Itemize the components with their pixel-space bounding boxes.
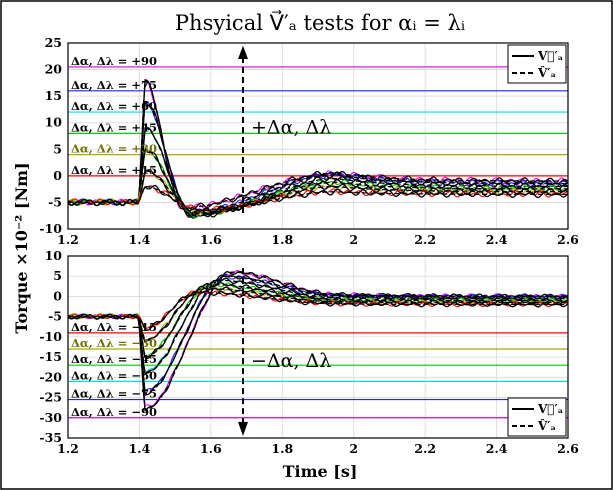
x-tick-label: 1.2	[57, 441, 79, 456]
reference-level-label: Δα, Δλ = −45	[71, 352, 157, 366]
series-line-estimated	[68, 148, 568, 217]
reference-level-label: Δα, Δλ = +30	[71, 142, 157, 156]
y-axis-label: Torque ×10⁻² [Nm]	[12, 162, 31, 333]
y-tick-label: -35	[39, 430, 62, 445]
x-tick-label: 2.4	[486, 232, 508, 247]
series-line-measured	[68, 270, 568, 412]
x-tick-label: 1.2	[57, 232, 79, 247]
reference-level-label: Δα, Δλ = +60	[71, 99, 157, 113]
y-tick-label: 5	[53, 268, 62, 283]
reference-level-label: Δα, Δλ = +90	[71, 54, 157, 68]
direction-arrowhead	[238, 45, 248, 59]
reference-level-label: Δα, Δλ = +45	[71, 120, 157, 134]
legend-entry: V⃗′ₐ	[537, 49, 563, 63]
y-tick-label: 25	[45, 35, 62, 50]
legend-entry: V̂′ₐ	[537, 65, 556, 80]
series-line-estimated	[68, 287, 568, 342]
y-tick-label: 0	[53, 168, 62, 183]
y-tick-label: 0	[53, 288, 62, 303]
x-tick-label: 2	[349, 441, 358, 456]
x-tick-label: 1.8	[271, 441, 293, 456]
legend-entry: V̂′ₐ	[537, 418, 556, 433]
y-tick-label: 10	[45, 248, 63, 263]
reference-level-label: Δα, Δλ = −90	[71, 405, 157, 419]
plot-area	[68, 43, 568, 229]
y-tick-label: -30	[39, 410, 62, 425]
y-tick-label: -5	[48, 309, 62, 324]
x-tick-label: 2.2	[414, 232, 436, 247]
chart-title: Phsyical V⃗′ₐ tests for αᵢ = λᵢ	[175, 10, 465, 35]
reference-level-label: Δα, Δλ = −15	[71, 320, 157, 334]
reference-level-label: Δα, Δλ = +75	[71, 78, 157, 92]
y-tick-label: 20	[45, 62, 63, 77]
y-tick-label: 10	[45, 115, 63, 130]
x-tick-label: 2.6	[557, 441, 579, 456]
x-tick-label: 2.6	[557, 232, 579, 247]
x-tick-label: 1.6	[200, 441, 222, 456]
legend-box	[507, 397, 567, 437]
direction-arrowhead	[238, 421, 248, 436]
y-tick-label: 5	[53, 141, 62, 156]
plot-content	[68, 66, 568, 219]
series-line-estimated	[68, 100, 568, 214]
series-line-estimated	[68, 127, 568, 217]
reference-level-label: Δα, Δλ = −30	[71, 336, 157, 350]
series-line-estimated	[68, 185, 568, 212]
y-tick-label: -10	[39, 221, 62, 236]
panel-annotation: +Δα, Δλ	[251, 116, 331, 138]
axes-frame	[67, 42, 569, 230]
top-panel: 1.2 1.4 1.6 1.8 2 2.2 2.4 2.6 -10 -5 0 5 10 15 20 25 Δα,…	[39, 35, 579, 247]
panel-annotation: −Δα, Δλ	[251, 350, 331, 372]
series-line-measured	[68, 277, 568, 376]
plot-content	[68, 270, 568, 419]
y-tick-label: -15	[39, 349, 62, 364]
series-line-measured	[68, 169, 568, 216]
x-tick-label: 1.6	[200, 232, 222, 247]
series-line-measured	[68, 126, 568, 219]
x-tick-label: 1.8	[271, 232, 293, 247]
y-tick-label: -20	[39, 369, 62, 384]
bottom-panel: 1.2 1.4 1.6 1.8 2 2.2 2.4 2.6 -35 -30 -25 -20 -15 -10…	[39, 248, 579, 456]
x-tick-label: 2.2	[414, 441, 436, 456]
y-tick-label: 15	[45, 88, 62, 103]
axes-frame	[67, 255, 569, 439]
x-axis-label: Time [s]	[283, 462, 358, 481]
reference-level-label: Δα, Δλ = +15	[71, 163, 157, 177]
y-tick-label: -10	[39, 329, 62, 344]
x-tick-label: 2	[349, 232, 358, 247]
y-tick-label: -25	[39, 390, 62, 405]
series-line-estimated	[68, 291, 568, 330]
legend-entry: V⃗′ₐ	[537, 402, 563, 416]
y-tick-label: -5	[48, 194, 62, 209]
reference-level-label: Δα, Δλ = −75	[71, 387, 157, 401]
x-tick-label: 2.4	[486, 441, 508, 456]
reference-level-label: Δα, Δλ = −60	[71, 368, 157, 382]
series-line-colored	[68, 282, 568, 359]
series-line-measured	[68, 285, 568, 344]
x-tick-label: 1.4	[129, 232, 151, 247]
x-tick-label: 1.4	[129, 441, 151, 456]
legend-box	[507, 44, 567, 84]
